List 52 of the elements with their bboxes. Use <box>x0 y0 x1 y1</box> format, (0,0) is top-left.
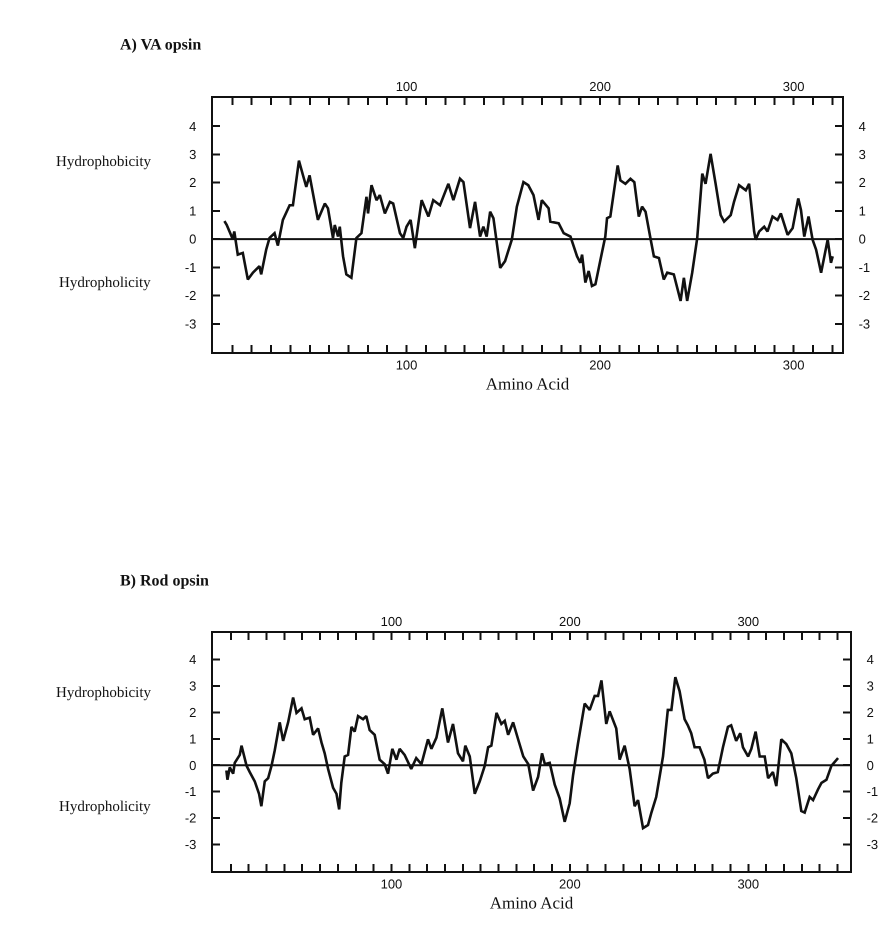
x2-tick-label: 200 <box>559 876 581 892</box>
text: Hydropholicity <box>59 275 152 291</box>
y-tick-label: 3 <box>189 146 196 162</box>
x-tick-label: 300 <box>737 614 760 629</box>
text: Hydrophobicity <box>56 154 152 170</box>
y2-tick-label: 2 <box>858 175 866 190</box>
x-tick-label: 200 <box>559 614 581 629</box>
y2-tick-label: -1 <box>866 784 878 800</box>
y-tick-label: 2 <box>189 704 196 720</box>
y2-tick-label: 2 <box>866 704 874 720</box>
y-tick-label: -3 <box>184 837 196 852</box>
x-tick-label: 100 <box>396 78 418 94</box>
y2-tick-label: 3 <box>858 146 866 162</box>
x2-tick-label: 100 <box>396 358 418 373</box>
y2-tick-label: 4 <box>866 652 874 667</box>
y-tick-label: 1 <box>189 731 196 746</box>
x2-tick-label: 300 <box>782 358 804 373</box>
y-tick-label: 3 <box>189 678 196 694</box>
y2-tick-label: -2 <box>866 810 878 826</box>
y2-tick-label: -2 <box>858 288 870 304</box>
y-tick-label: -1 <box>184 784 196 800</box>
chart-title: A) VA opsin <box>120 36 202 54</box>
y-tick-label: -2 <box>184 288 196 304</box>
y2-tick-label: 4 <box>858 118 866 134</box>
x-axis-title: Amino Acid <box>486 374 570 394</box>
y2-tick-label: 0 <box>866 758 874 773</box>
y2-tick-label: 1 <box>866 731 874 746</box>
chart-title: B) Rod opsin <box>120 572 210 590</box>
y-tick-label: -2 <box>184 810 196 826</box>
y-tick-label: -1 <box>184 260 196 275</box>
text: Hydrophobicity <box>56 685 152 701</box>
y2-tick-label: 3 <box>866 678 874 694</box>
x-tick-label: 300 <box>782 78 804 94</box>
text: Hydropholicity <box>59 799 152 815</box>
y2-tick-label: 0 <box>858 232 866 247</box>
x2-tick-label: 300 <box>737 876 760 892</box>
x2-tick-label: 100 <box>380 876 402 892</box>
x-tick-label: 100 <box>380 614 402 629</box>
y2-tick-label: -1 <box>858 260 870 275</box>
y-tick-label: 0 <box>189 758 196 773</box>
y-tick-label: 0 <box>189 232 196 247</box>
y-tick-label: 2 <box>189 175 196 190</box>
y2-tick-label: -3 <box>866 837 878 852</box>
x-axis-title: Amino Acid <box>490 894 574 912</box>
x2-tick-label: 200 <box>589 358 611 373</box>
x-tick-label: 200 <box>589 78 611 94</box>
y-tick-label: 1 <box>189 203 196 218</box>
y-tick-label: 4 <box>189 118 196 134</box>
y2-tick-label: -3 <box>858 316 870 332</box>
y2-tick-label: 1 <box>858 203 866 218</box>
y-tick-label: 4 <box>189 652 196 667</box>
y-tick-label: -3 <box>184 316 196 332</box>
